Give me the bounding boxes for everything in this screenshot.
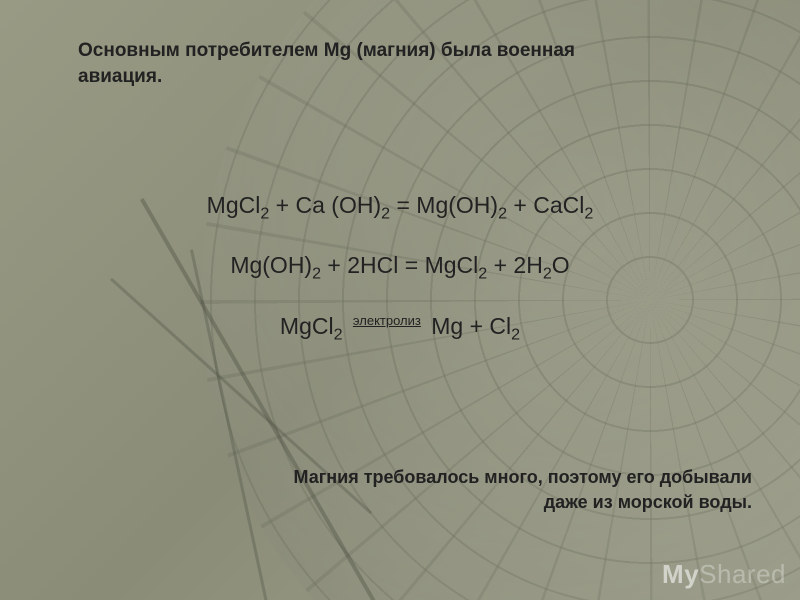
watermark-bold: My [662, 559, 699, 589]
eq3-sub: 2 [511, 325, 520, 343]
watermark: MyShared [662, 559, 786, 590]
eq2-part: Mg(OH) [230, 252, 312, 278]
eq2-part: + 2H [487, 252, 543, 278]
eq3-sub: 2 [334, 325, 343, 343]
eq1-sub: 2 [260, 205, 269, 223]
equation-3: MgCl2 электролиз Mg + Cl2 [44, 310, 756, 346]
heading-line-1: Основным потребителем Mg (магния) была в… [78, 40, 575, 61]
heading-line-2: авиация. [78, 66, 162, 87]
eq2-part: O [552, 252, 570, 278]
eq1-part: + CaCl [507, 192, 584, 218]
electrolysis-label: электролиз [349, 313, 425, 328]
eq2-sub: 2 [312, 265, 321, 283]
slide-content: Основным потребителем Mg (магния) была в… [0, 0, 800, 600]
eq1-part: MgCl [207, 192, 261, 218]
eq2-part: + 2HCl = MgCl [321, 252, 478, 278]
eq3-part: MgCl [280, 313, 334, 339]
eq1-sub: 2 [584, 205, 593, 223]
eq2-sub: 2 [543, 265, 552, 283]
eq1-part: = Mg(OH) [390, 192, 498, 218]
footer-line-2: даже из морской воды. [544, 492, 752, 512]
eq1-sub: 2 [498, 205, 507, 223]
equation-1: MgCl2 + Ca (OH)2 = Mg(OH)2 + CaCl2 [44, 189, 756, 225]
equation-2: Mg(OH)2 + 2HCl = MgCl2 + 2H2O [44, 249, 756, 285]
eq1-part: + Ca (OH) [269, 192, 381, 218]
eq3-part: Mg + Cl [425, 313, 511, 339]
watermark-light: Shared [699, 559, 786, 589]
footer-line-1: Магния требовалось много, поэтому его до… [294, 467, 752, 487]
footer-text: Магния требовалось много, поэтому его до… [294, 465, 752, 514]
eq1-sub: 2 [381, 205, 390, 223]
equations-block: MgCl2 + Ca (OH)2 = Mg(OH)2 + CaCl2 Mg(OH… [44, 189, 756, 345]
heading-text: Основным потребителем Mg (магния) была в… [44, 38, 756, 89]
eq2-sub: 2 [478, 265, 487, 283]
